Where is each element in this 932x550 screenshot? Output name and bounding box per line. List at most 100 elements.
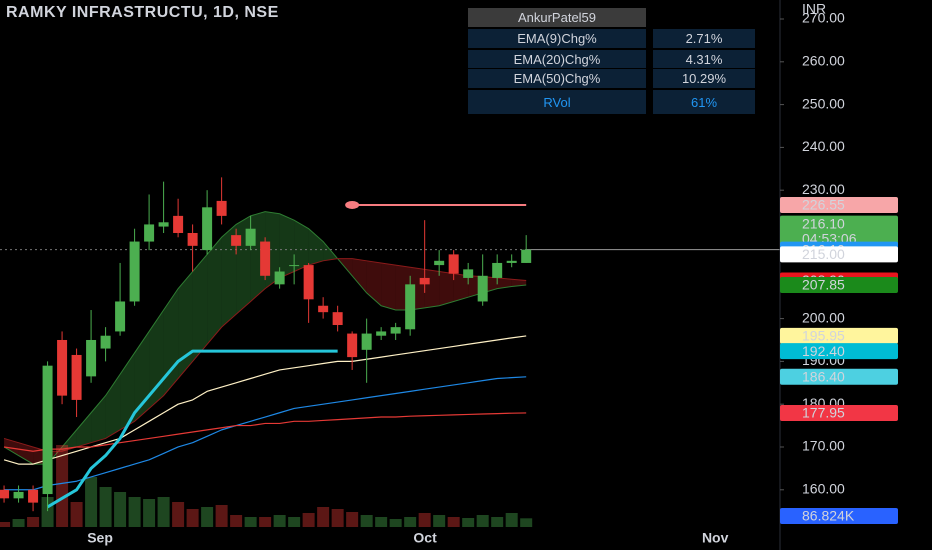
- cloud-fill: [439, 271, 454, 306]
- x-tick-label: Sep: [87, 530, 113, 546]
- candle-body: [405, 284, 416, 330]
- price-badge-label: 186.40: [802, 368, 845, 384]
- row-value: 4.31%: [653, 50, 755, 68]
- y-tick-label: 270.00: [802, 10, 845, 26]
- volume-bar: [244, 517, 257, 527]
- price-badge: [780, 404, 898, 421]
- level-dot: [345, 200, 360, 209]
- ema-line: [3, 412, 527, 452]
- cloud-fill: [4, 438, 19, 456]
- candle-body: [463, 269, 474, 278]
- candle-body: [303, 265, 314, 300]
- cloud-fill: [178, 271, 193, 379]
- candle-body: [57, 339, 68, 396]
- currency-label: INR: [802, 1, 826, 17]
- plot-area: [0, 177, 780, 527]
- volume-bar: [56, 445, 69, 527]
- price-badge: [780, 196, 898, 213]
- y-tick-label: 260.00: [802, 53, 845, 69]
- candle-body: [0, 489, 10, 499]
- candle-body: [202, 207, 213, 251]
- candle-body: [318, 305, 329, 313]
- price-badge-label: 195.95: [802, 328, 845, 344]
- price-badge-label: 207.85: [802, 277, 845, 293]
- volume-bar: [302, 513, 315, 527]
- price-badge: [780, 343, 898, 360]
- cloud-fill: [163, 288, 179, 396]
- y-tick-label: 170.00: [802, 438, 845, 454]
- volume-bar: [447, 517, 460, 527]
- candle-body: [376, 331, 387, 336]
- ema-line: [46, 349, 338, 509]
- row-value: 10.29%: [653, 69, 755, 88]
- cloud-fill: [91, 395, 106, 443]
- row-label: EMA(9)Chg%: [468, 29, 646, 48]
- volume-bar: [360, 515, 373, 527]
- cloud-fill: [76, 412, 92, 447]
- last-price-label: 216.10: [802, 215, 845, 231]
- cloud-fill: [105, 374, 121, 439]
- row-label: EMA(20)Chg%: [468, 50, 646, 68]
- cloud-fill: [207, 237, 222, 345]
- price-badge: [780, 276, 898, 293]
- candle-body: [274, 271, 285, 285]
- candle-body: [42, 365, 53, 495]
- volume-bar: [215, 505, 228, 527]
- cloud-fill: [424, 269, 440, 308]
- volume-bar: [389, 519, 402, 527]
- cloud-fill: [352, 258, 367, 293]
- candle-body: [115, 301, 126, 332]
- volume-bar: [230, 515, 243, 527]
- candle-body: [158, 222, 169, 227]
- candle-body: [129, 241, 140, 302]
- row-label: EMA(50)Chg%: [468, 69, 646, 88]
- volume-bar: [418, 513, 431, 527]
- candle-body: [260, 241, 271, 276]
- volume-badge: [780, 508, 898, 524]
- volume-bar: [476, 515, 489, 527]
- volume-bar: [317, 507, 330, 527]
- cloud-fill: [497, 277, 512, 289]
- candle-body: [390, 327, 401, 334]
- volume-bar: [491, 517, 504, 527]
- last-price-badge: [780, 215, 898, 248]
- candle-body: [173, 215, 184, 233]
- cloud-line: [3, 211, 527, 465]
- candle-body: [28, 489, 39, 503]
- x-tick-label: Oct: [413, 530, 437, 546]
- candle-body: [492, 262, 503, 278]
- volume-bar: [375, 517, 388, 527]
- volume-bar: [346, 512, 359, 527]
- candle-body: [187, 232, 198, 246]
- candle-body: [289, 265, 300, 267]
- candle-body: [216, 200, 227, 216]
- candle-body: [332, 312, 343, 326]
- y-tick-label: 200.00: [802, 309, 845, 325]
- cloud-fill: [62, 429, 77, 452]
- cloud-fill: [192, 254, 208, 362]
- row-value: 61%: [653, 90, 755, 114]
- price-badge: [780, 327, 898, 344]
- volume-bar: [27, 517, 40, 527]
- row-value: 2.71%: [653, 29, 755, 48]
- volume-bar: [99, 487, 112, 527]
- cloud-fill: [366, 260, 382, 306]
- price-badge-label: 226.55: [802, 197, 845, 213]
- volume-bar: [505, 513, 518, 527]
- candle-body: [448, 254, 459, 274]
- price-badge: [780, 368, 898, 385]
- volume-bar: [157, 497, 170, 527]
- volume-bar: [186, 509, 199, 527]
- cloud-fill: [279, 213, 295, 278]
- volume-bar: [201, 507, 214, 527]
- cloud-fill: [18, 442, 34, 465]
- volume-bar: [259, 517, 272, 527]
- candle-body: [434, 260, 445, 266]
- volume-bar: [143, 499, 156, 527]
- volume-bar: [85, 477, 98, 527]
- price-badge-label: 192.40: [802, 343, 845, 359]
- volume-bar: [0, 522, 11, 527]
- candle-body: [13, 491, 24, 499]
